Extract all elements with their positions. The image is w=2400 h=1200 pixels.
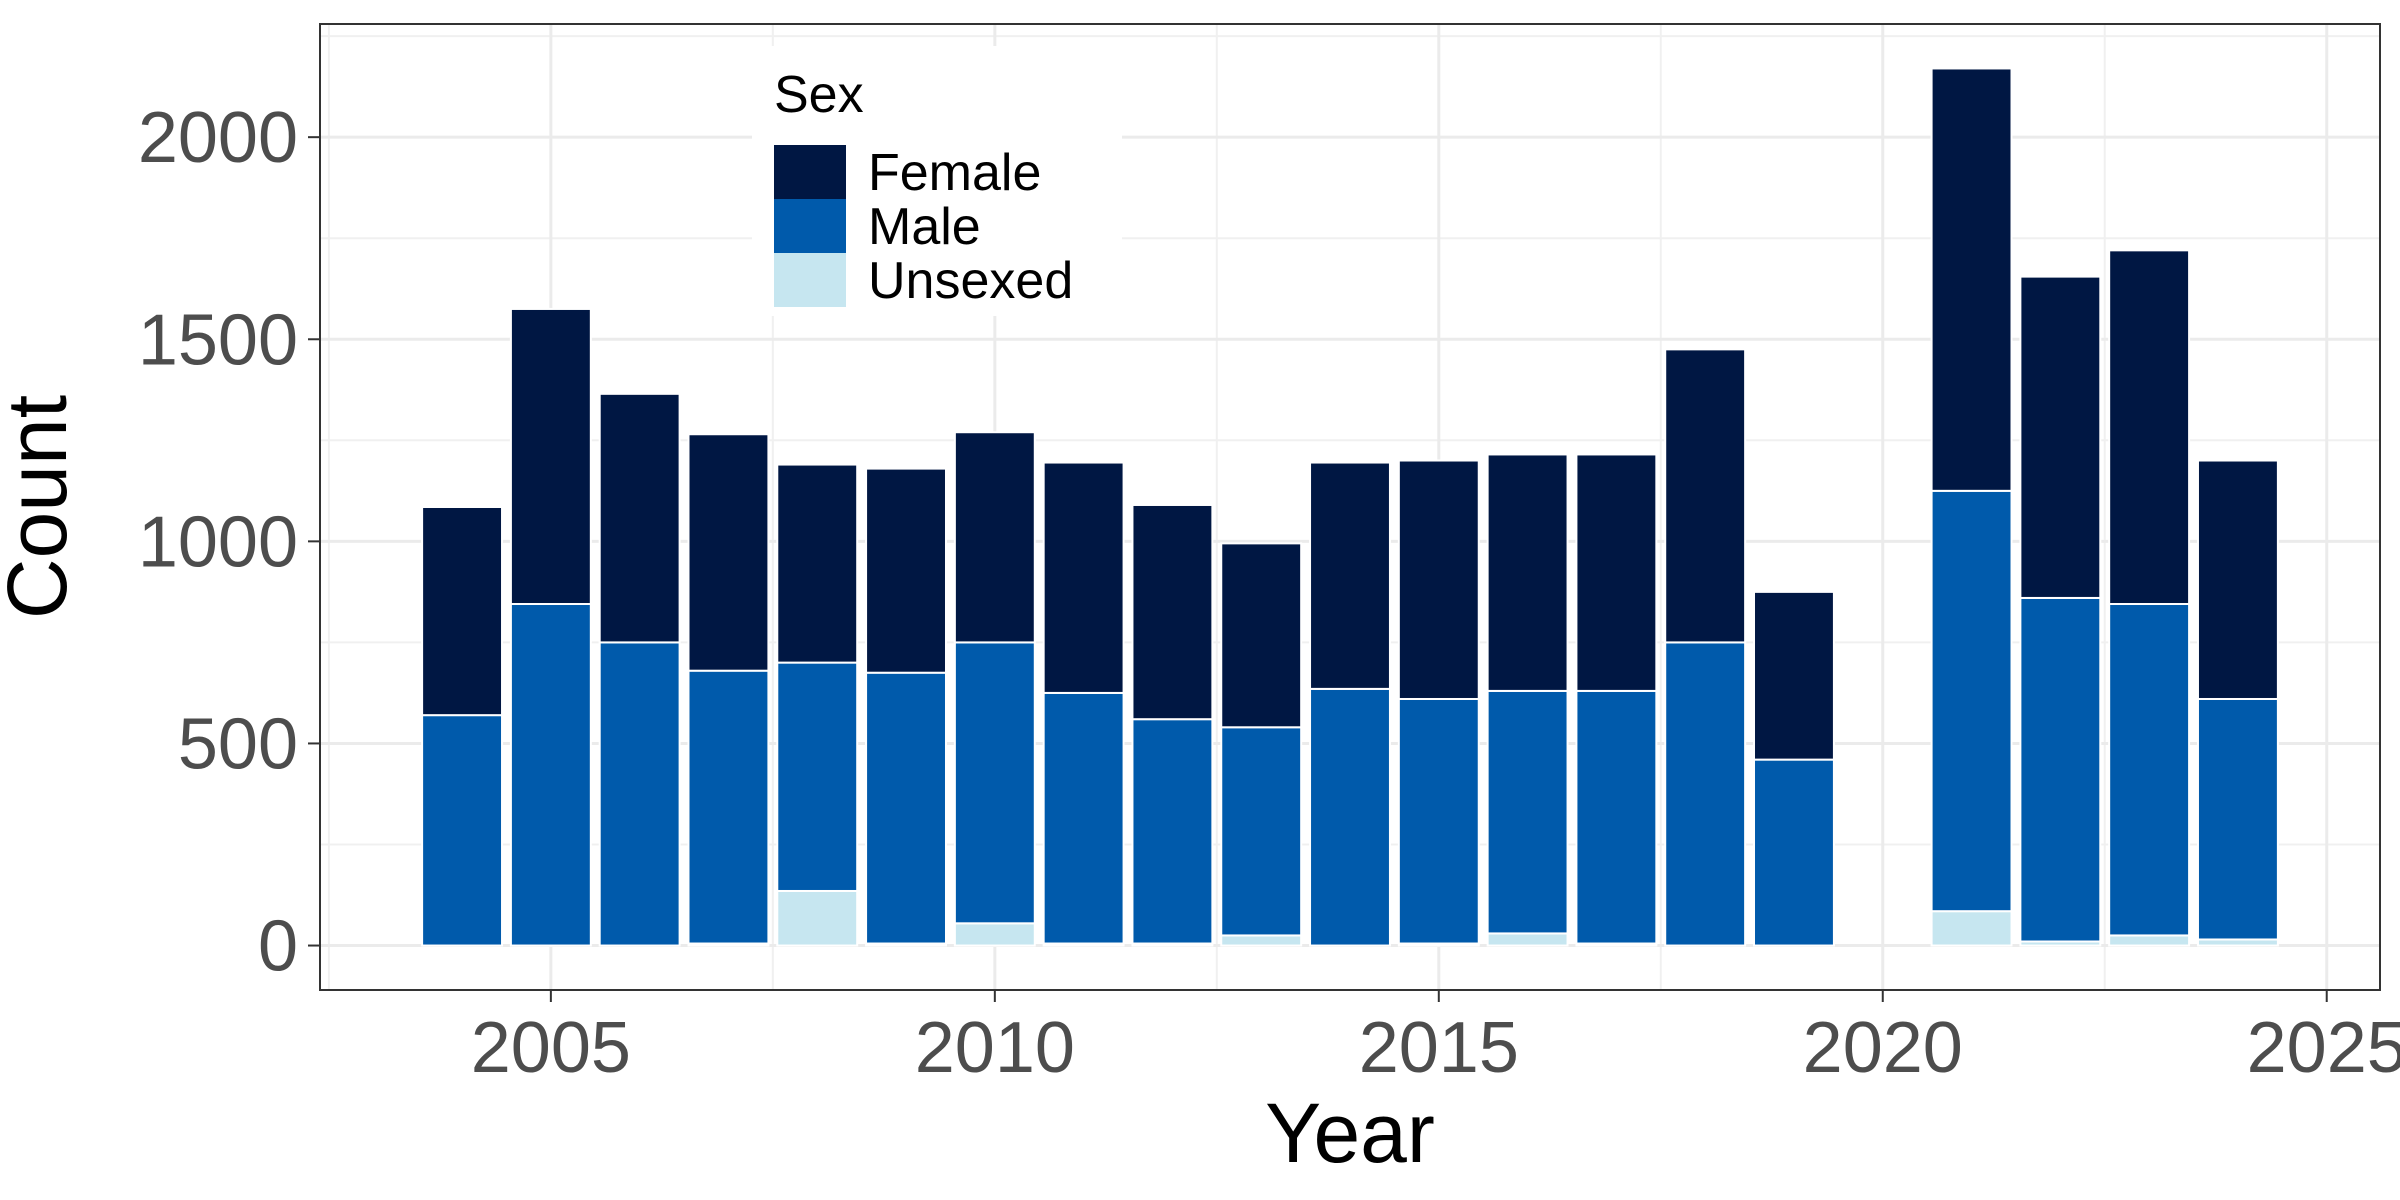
bar-unsexed-2013: [1220, 934, 1303, 947]
bar-female-2021: [1930, 67, 2013, 492]
bar-male-2021: [1930, 489, 2013, 913]
bar-female-2004: [421, 506, 504, 717]
bar-male-2019: [1753, 758, 1835, 947]
y-tick-label: 500: [178, 704, 298, 784]
y-tick-labels: 0 500 1000 1500 2000: [138, 98, 298, 986]
x-tick-labels: 2005 2010 2015 2020 2025: [471, 1008, 2400, 1088]
bar-male-2018: [1664, 641, 1747, 947]
bar-female-2013: [1220, 542, 1303, 729]
bar-male-2004: [421, 714, 504, 947]
bar-female-2017: [1575, 453, 1658, 692]
bar-female-2007: [687, 433, 770, 672]
bar-male-2015: [1397, 697, 1480, 945]
legend-swatch-female: [774, 145, 846, 199]
bar-female-2019: [1753, 590, 1835, 761]
legend-label-male: Male: [868, 198, 981, 256]
x-tick-label: 2015: [1359, 1008, 1519, 1088]
legend-label-female: Female: [868, 144, 1041, 202]
bar-female-2012: [1131, 503, 1214, 721]
bar-female-2009: [865, 467, 947, 674]
bar-male-2023: [2108, 603, 2191, 937]
bar-male-2013: [1220, 726, 1303, 937]
axis-ticks: [308, 136, 2328, 1002]
legend-title: Sex: [774, 66, 864, 124]
bar-female-2008: [776, 463, 859, 664]
bar-female-2015: [1397, 459, 1480, 700]
bar-unsexed-2021: [1930, 910, 2013, 947]
y-tick-label: 1000: [138, 502, 298, 582]
legend-label-unsexed: Unsexed: [868, 252, 1073, 310]
bar-female-2023: [2108, 249, 2191, 606]
y-tick-label: 0: [258, 907, 298, 987]
y-tick-label: 1500: [138, 300, 298, 380]
bar-male-2014: [1309, 687, 1391, 947]
bar-male-2006: [598, 641, 681, 947]
bar-male-2024: [2196, 697, 2279, 941]
bar-male-2016: [1486, 689, 1569, 935]
x-tick-label: 2005: [471, 1008, 631, 1088]
bar-female-2024: [2196, 459, 2279, 700]
x-axis-title: Year: [1265, 1086, 1435, 1180]
bar-female-2018: [1664, 348, 1747, 644]
panel-border: [319, 23, 2381, 991]
x-tick-label: 2010: [915, 1008, 1075, 1088]
bar-male-2009: [865, 671, 947, 945]
bar-unsexed-2010: [953, 922, 1036, 947]
bar-female-2006: [598, 392, 681, 644]
bar-female-2016: [1486, 453, 1569, 692]
y-tick-label: 2000: [138, 98, 298, 178]
bar-female-2014: [1309, 461, 1391, 690]
y-axis-title: Count: [0, 395, 84, 619]
bar-male-2010: [953, 641, 1036, 925]
bar-female-2022: [2019, 275, 2102, 599]
bar-unsexed-2016: [1486, 932, 1569, 947]
x-tick-label: 2020: [1803, 1008, 1963, 1088]
bar-male-2005: [509, 603, 592, 947]
bar-male-2008: [776, 661, 859, 892]
bar-male-2007: [687, 669, 770, 945]
bar-male-2017: [1575, 689, 1658, 945]
bar-female-2005: [509, 307, 592, 606]
bar-male-2022: [2019, 596, 2102, 943]
bar-male-2011: [1042, 691, 1125, 945]
legend-swatch-unsexed: [774, 253, 846, 307]
bar-unsexed-2023: [2108, 934, 2191, 947]
bar-female-2010: [953, 431, 1036, 644]
bars: [421, 67, 2279, 947]
bar-unsexed-2008: [776, 889, 859, 947]
bar-male-2012: [1131, 718, 1214, 945]
x-tick-label: 2025: [2247, 1008, 2400, 1088]
bar-female-2011: [1042, 461, 1125, 694]
legend-swatch-male: [774, 199, 846, 253]
